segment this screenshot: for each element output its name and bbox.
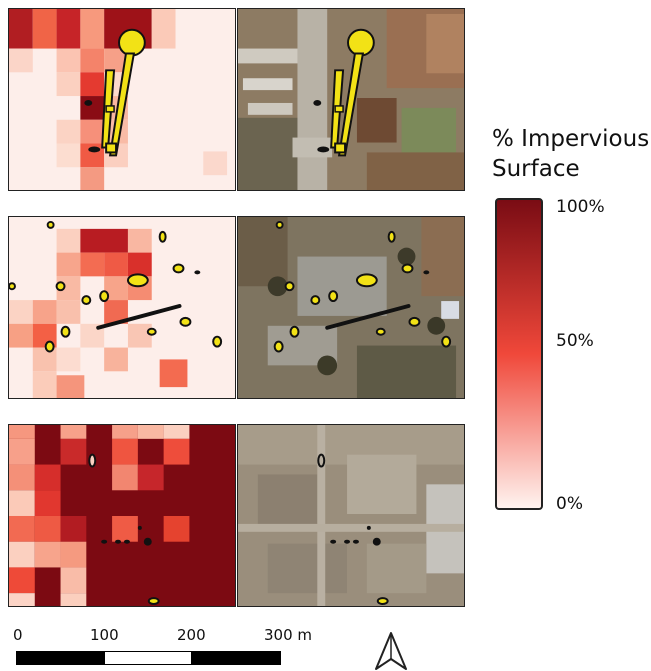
panel-row-1 [8,8,466,191]
legend-label-min: 0% [556,494,583,514]
scale-tick-200: 200 [177,626,206,644]
scale-bar [16,651,281,665]
scale-tick-0: 0 [13,626,23,644]
legend-colorbar [495,198,543,510]
impervious-grid-1 [8,8,236,191]
legend-title-line2: Surface [492,156,580,182]
scale-tick-100: 100 [90,626,119,644]
north-arrow-icon [375,632,407,670]
impervious-grid-3 [8,424,236,607]
panel-row-3 [8,424,466,607]
panel-row-2 [8,216,466,399]
satellite-image-3 [237,424,465,607]
legend-title-line1: % Impervious [492,126,650,152]
satellite-image-1 [237,8,465,191]
legend-title: % Impervious Surface [492,124,649,184]
impervious-grid-2 [8,216,236,399]
scale-tick-300: 300 m [264,626,313,644]
legend-label-max: 100% [556,197,605,217]
satellite-image-2 [237,216,465,399]
scale-bar-labels: 0 100 200 300 m [0,620,330,671]
legend-label-mid: 50% [556,331,594,351]
annotation-shapes [84,28,146,157]
